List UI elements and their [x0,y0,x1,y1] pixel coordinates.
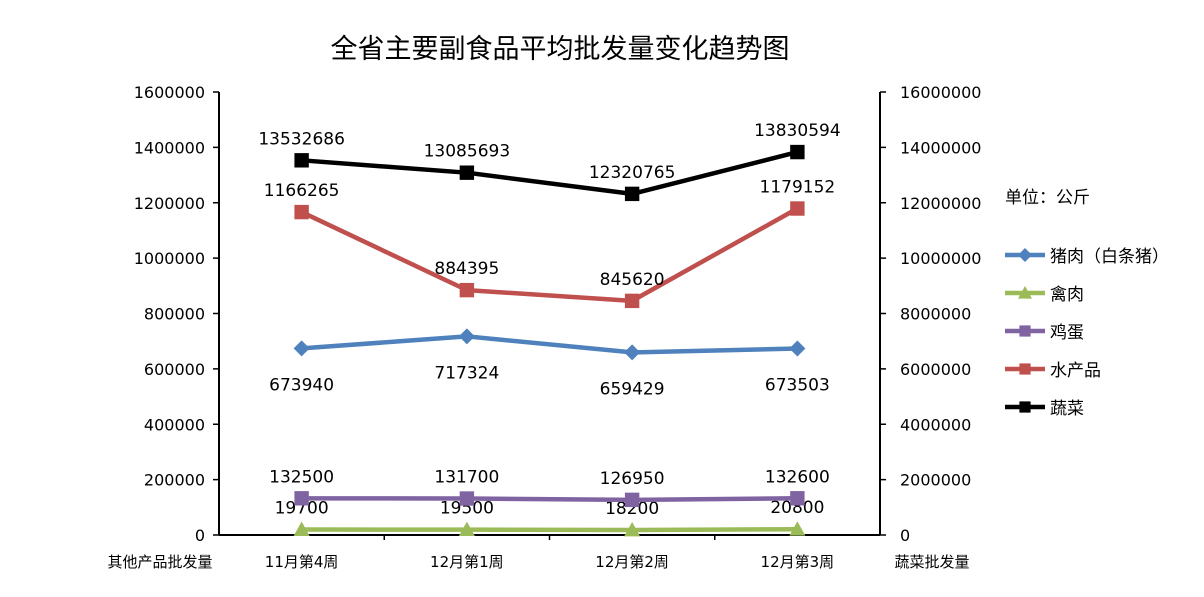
series-line [301,526,798,533]
triangle-marker [458,521,475,537]
left-tick-label: 1200000 [134,194,205,213]
x-tick-label: 12月第3周 [761,553,835,571]
square-marker [624,492,640,508]
x-tick-label: 11月第4周 [265,553,339,571]
diamond-marker [789,340,806,357]
right-tick-label: 10000000 [900,249,981,268]
left-tick-label: 600000 [144,360,205,379]
diamond-marker [293,340,310,357]
data-label: 12320765 [589,163,676,183]
right-axis-label: 蔬菜批发量 [894,553,969,571]
data-label: 19700 [275,499,329,519]
series-line [301,496,798,503]
series-line [300,206,799,304]
left-tick-label: 400000 [144,415,205,434]
left-axis-label: 其他产品批发量 [107,553,212,571]
square-marker [790,144,805,160]
data-label: 126950 [600,469,665,489]
data-label: 673503 [765,376,830,396]
right-tick-label: 0 [900,526,910,545]
diamond-marker [458,328,475,345]
data-label: 13085693 [424,142,511,162]
square-marker [1019,325,1031,337]
data-label: 18200 [605,499,659,519]
series-1: 19700 19500 18200 20800 [275,498,824,537]
left-tick-label: 1400000 [134,138,205,157]
square-marker [1019,363,1031,375]
square-marker [459,165,475,180]
x-tick-label: 12月第1周 [430,553,504,571]
diamond-marker [624,344,641,361]
triangle-marker [789,521,806,536]
data-label: 673940 [269,375,334,395]
series-0: 673940 717324 659429 673503 [269,328,830,399]
left-tick-label: 1600000 [134,83,205,102]
data-label: 845620 [600,270,665,290]
legend-label: 猪肉（白条猪） [1050,247,1169,267]
triangle-marker [293,521,310,536]
right-tick-label: 2000000 [900,471,971,490]
data-label: 717324 [434,363,499,383]
x-tick-label: 12月第2周 [595,553,669,571]
right-tick-label: 8000000 [900,305,971,324]
square-marker [790,201,805,216]
data-label: 132600 [765,467,830,487]
series-2: 132500 131700 126950 132600 [269,467,830,508]
data-label: 132500 [269,467,334,487]
unit-note: 单位：公斤 [1005,188,1090,208]
data-label: 1166265 [264,181,340,201]
square-marker [294,153,309,168]
right-tick-label: 12000000 [900,194,981,213]
left-tick-label: 200000 [144,471,205,490]
data-label: 13830594 [754,121,841,141]
legend-label: 蔬菜 [1050,399,1084,419]
data-label: 13532686 [258,129,345,149]
square-marker [294,491,309,506]
square-marker [459,282,475,298]
data-label: 884395 [434,259,499,279]
series-4: 13532686 13085693 12320765 13830594 [258,121,841,202]
series-line [301,334,798,355]
series-line [301,149,798,197]
right-tick-label: 6000000 [900,360,971,379]
legend-label: 鸡蛋 [1050,323,1084,343]
data-label: 20800 [770,498,824,518]
chart-title: 全省主要副食品平均批发量变化趋势图 [331,34,790,65]
data-label: 19500 [440,499,494,519]
right-tick-label: 4000000 [900,415,971,434]
triangle-marker [1018,286,1032,299]
legend-label: 禽肉 [1050,285,1084,305]
data-label: 659429 [600,379,665,399]
data-label: 1179152 [760,178,836,198]
left-tick-label: 800000 [144,305,205,324]
series-3: 1166265 884395 845620 1179152 [264,178,835,309]
left-tick-label: 1000000 [134,249,205,268]
left-tick-label: 0 [195,526,205,545]
data-label: 131700 [434,468,499,488]
triangle-marker [624,521,641,537]
legend-label: 水产品 [1050,361,1101,381]
square-marker [624,186,640,202]
square-marker [459,491,475,506]
square-marker [790,491,805,506]
square-marker [294,204,309,220]
square-marker [1019,401,1031,413]
diamond-marker [1018,248,1032,262]
square-marker [624,293,640,309]
right-tick-label: 16000000 [900,83,981,102]
right-tick-label: 14000000 [900,138,981,157]
